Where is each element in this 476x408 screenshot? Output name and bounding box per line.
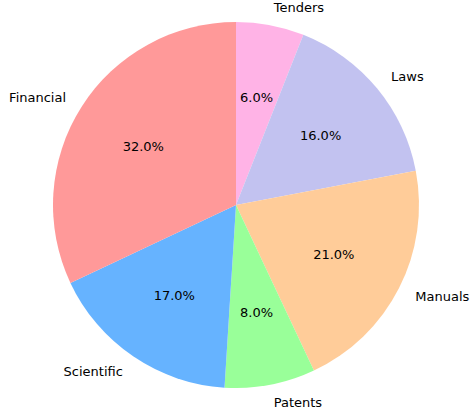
slice [53, 22, 236, 283]
category-label: Laws [391, 69, 424, 84]
category-label: Manuals [415, 289, 469, 304]
category-label: Tenders [273, 0, 325, 15]
data-label: 8.0% [240, 305, 273, 320]
slice [225, 205, 314, 388]
data-label: 32.0% [123, 139, 164, 154]
category-label: Financial [9, 90, 66, 105]
category-label: Scientific [64, 364, 123, 379]
data-label: 6.0% [240, 90, 273, 105]
pie-chart: Tenders 6.0% Laws 16.0% Manuals 21.0% Patents 8… [0, 0, 476, 408]
data-label: 16.0% [300, 128, 341, 143]
data-label: 21.0% [313, 247, 354, 262]
data-label: 17.0% [154, 288, 195, 303]
labels: Tenders 6.0% Laws 16.0% Manuals 21.0% Patents 8… [9, 0, 469, 408]
category-label: Patents [274, 395, 323, 408]
slices [53, 22, 419, 388]
